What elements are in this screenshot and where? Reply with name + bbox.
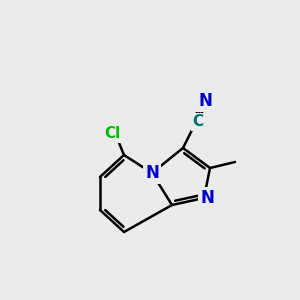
Text: N: N — [200, 189, 214, 207]
Text: N: N — [145, 164, 159, 182]
Text: Cl: Cl — [104, 125, 120, 140]
Text: N: N — [198, 92, 212, 110]
Text: C: C — [192, 115, 204, 130]
